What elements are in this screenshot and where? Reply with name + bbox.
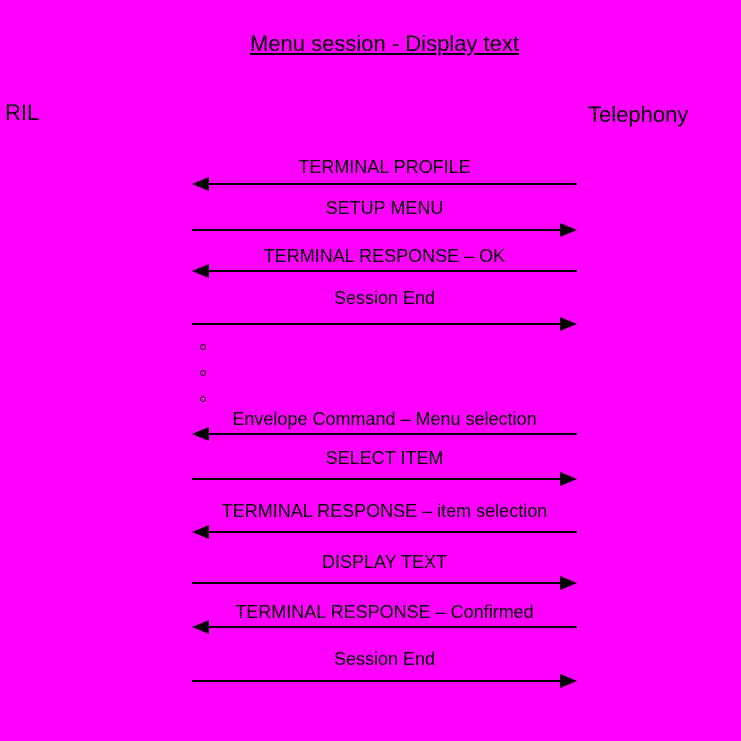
continuation-dots xyxy=(200,344,206,422)
actor-ril: RIL xyxy=(5,100,40,125)
arrow-line xyxy=(192,478,564,480)
diagram-title: Menu session - Display text xyxy=(250,31,519,56)
arrow-line xyxy=(205,183,577,185)
message-arrow-terminal-response-confirmed xyxy=(192,620,577,634)
message-arrow-display-text xyxy=(192,576,577,590)
message-label-terminal-response-ok: TERMINAL RESPONSE – OK xyxy=(263,246,506,266)
message-label-select-item: SELECT ITEM xyxy=(325,448,444,468)
arrow-line xyxy=(205,270,577,272)
message-label-setup-menu: SETUP MENU xyxy=(325,198,444,218)
message-arrow-terminal-response-ok xyxy=(192,264,577,278)
arrow-line xyxy=(192,680,564,682)
arrow-line xyxy=(205,531,577,533)
message-label-terminal-response-item: TERMINAL RESPONSE – item selection xyxy=(221,501,548,521)
arrow-left-icon xyxy=(192,525,209,539)
arrow-left-icon xyxy=(192,264,209,278)
message-label-envelope-command: Envelope Command – Menu selection xyxy=(232,409,537,429)
arrow-right-icon xyxy=(560,674,577,688)
arrow-line xyxy=(205,626,577,628)
arrow-line xyxy=(192,582,564,584)
dot-icon xyxy=(200,396,206,402)
arrow-right-icon xyxy=(560,223,577,237)
arrow-left-icon xyxy=(192,177,209,191)
dot-icon xyxy=(200,344,206,350)
message-arrow-setup-menu xyxy=(192,223,577,237)
message-arrow-select-item xyxy=(192,472,577,486)
message-arrow-terminal-profile xyxy=(192,177,577,191)
arrow-line xyxy=(205,433,577,435)
message-arrow-session-end-1 xyxy=(192,317,577,331)
message-label-session-end-2: Session End xyxy=(333,649,436,669)
message-arrow-envelope-command xyxy=(192,427,577,441)
message-arrow-terminal-response-item xyxy=(192,525,577,539)
arrow-line xyxy=(192,229,564,231)
arrow-right-icon xyxy=(560,317,577,331)
arrow-right-icon xyxy=(560,576,577,590)
message-label-terminal-response-confirmed: TERMINAL RESPONSE – Confirmed xyxy=(235,602,534,622)
arrow-right-icon xyxy=(560,472,577,486)
actor-telephony: Telephony xyxy=(588,102,689,127)
message-label-terminal-profile: TERMINAL PROFILE xyxy=(298,157,471,177)
dot-icon xyxy=(200,370,206,376)
arrow-left-icon xyxy=(192,427,209,441)
message-label-display-text: DISPLAY TEXT xyxy=(321,552,448,572)
arrow-line xyxy=(192,323,564,325)
message-arrow-session-end-2 xyxy=(192,674,577,688)
arrow-left-icon xyxy=(192,620,209,634)
message-label-session-end-1: Session End xyxy=(333,288,436,308)
